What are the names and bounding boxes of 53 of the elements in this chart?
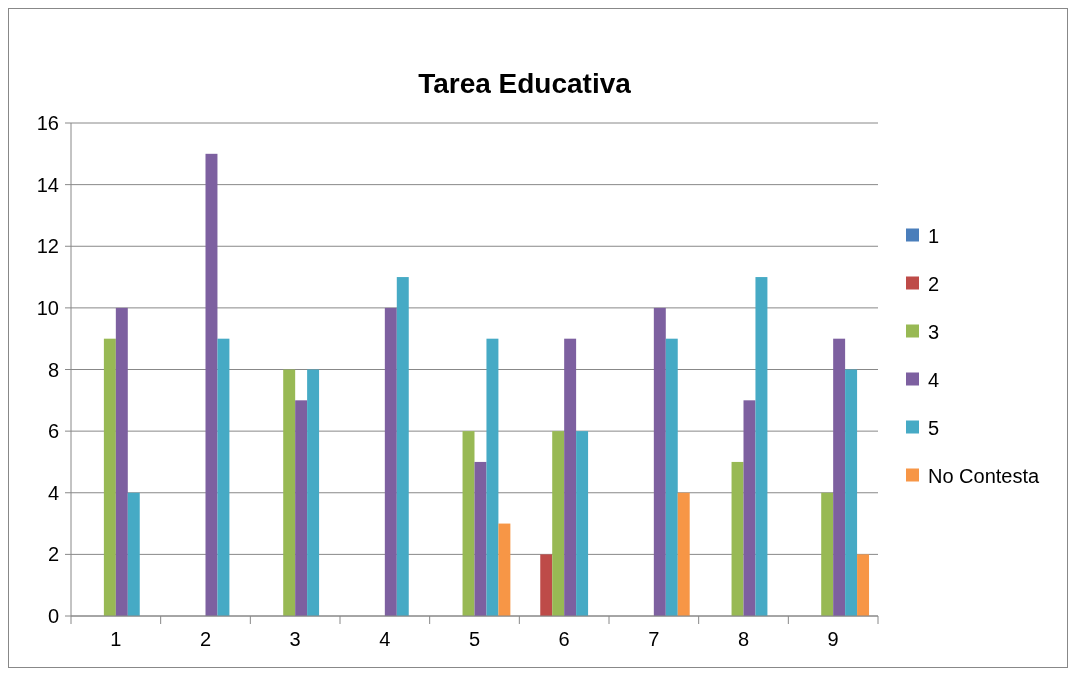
x-tick-label: 9 xyxy=(827,628,839,650)
bar xyxy=(115,307,128,616)
bar xyxy=(295,400,308,616)
legend-label: 4 xyxy=(928,368,940,391)
y-tick-label: 12 xyxy=(36,235,59,258)
x-tick-label: 8 xyxy=(737,628,750,650)
y-tick-label: 8 xyxy=(47,358,59,381)
legend-label: 2 xyxy=(928,272,940,295)
x-tick-label: 2 xyxy=(199,628,212,650)
bar xyxy=(857,554,870,616)
bar xyxy=(486,338,499,616)
x-tick-label: 5 xyxy=(468,628,481,650)
bar xyxy=(540,554,553,616)
bar xyxy=(283,369,296,616)
bar xyxy=(821,492,834,616)
y-tick-label: 2 xyxy=(47,543,59,566)
bar xyxy=(384,307,397,616)
bar xyxy=(845,369,858,616)
bar xyxy=(677,492,690,616)
bar xyxy=(743,400,756,616)
legend-label: 1 xyxy=(928,224,940,247)
y-tick-label: 14 xyxy=(36,173,59,196)
y-tick-label: 0 xyxy=(47,605,59,627)
bar xyxy=(217,338,230,616)
x-tick-label: 4 xyxy=(379,628,391,650)
y-tick-label: 4 xyxy=(47,481,59,504)
bar xyxy=(474,461,487,616)
bar xyxy=(307,369,320,616)
bar xyxy=(653,307,666,616)
legend-label: No Contesta xyxy=(928,464,1041,487)
bar xyxy=(576,431,589,616)
bar xyxy=(731,461,744,616)
bar xyxy=(665,338,678,616)
y-tick-label: 16 xyxy=(36,112,59,134)
chart-title: Tarea Educativa xyxy=(418,68,632,99)
bar xyxy=(552,431,565,616)
y-tick-label: 6 xyxy=(47,420,59,443)
bar xyxy=(103,338,116,616)
bar xyxy=(564,338,577,616)
y-tick-label: 10 xyxy=(36,296,59,319)
bar xyxy=(462,431,475,616)
x-tick-label: 1 xyxy=(110,628,122,650)
bar xyxy=(205,153,218,616)
bar xyxy=(396,277,409,616)
legend-label: 5 xyxy=(928,416,940,439)
bar xyxy=(755,277,768,616)
x-tick-label: 6 xyxy=(558,628,570,650)
bar xyxy=(498,523,511,616)
legend-label: 3 xyxy=(928,320,940,343)
bar xyxy=(127,492,140,616)
bar xyxy=(833,338,846,616)
x-tick-label: 3 xyxy=(289,628,301,650)
x-tick-label: 7 xyxy=(648,628,660,650)
